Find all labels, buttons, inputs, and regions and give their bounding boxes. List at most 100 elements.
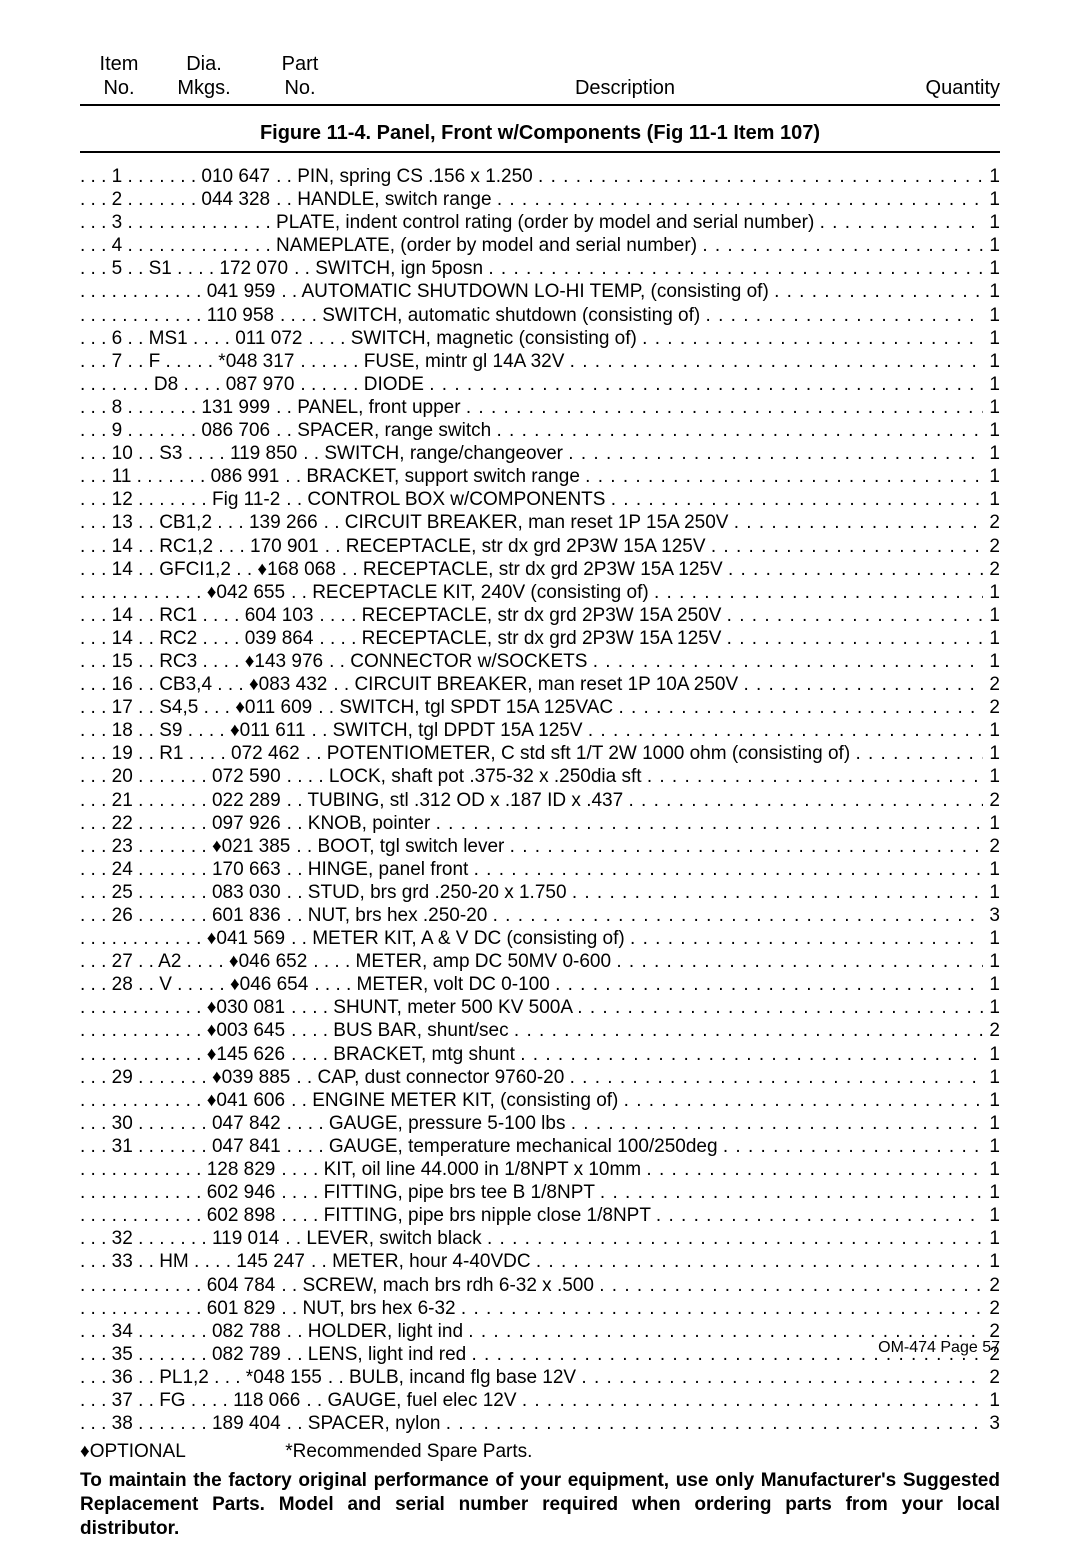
table-row: . . . 14 . . RC2 . . . . 039 864 . . . .… [80, 627, 1000, 650]
footnote-optional: ♦OPTIONAL [80, 1441, 280, 1463]
row-lead: . . . . . . . . . . . . ♦003 645 [80, 1019, 285, 1042]
table-row: . . . 8 . . . . . . . 131 999 . . PANEL,… [80, 396, 1000, 419]
table-row: . . . . . . . . . . . . 602 946 . . . . … [80, 1181, 1000, 1204]
table-row: . . . 17 . . S4,5 . . . ♦011 609 . . SWI… [80, 696, 1000, 719]
table-row: . . . 28 . . V . . . . . ♦046 654 . . . … [80, 973, 1000, 996]
row-quantity: 2 [983, 1274, 1000, 1297]
table-row: . . . . . . . . . . . . ♦042 655 . . REC… [80, 581, 1000, 604]
row-quantity: 2 [983, 511, 1000, 534]
header-desc: Description [350, 52, 900, 100]
row-lead: . . . 25 . . . . . . . 083 030 [80, 881, 281, 904]
table-row: . . . 15 . . RC3 . . . . ♦143 976 . . CO… [80, 650, 1000, 673]
row-quantity: 2 [983, 1366, 1000, 1389]
row-lead: . . . 19 . . R1 . . . . 072 462 [80, 742, 300, 765]
row-description: . . . . SHUNT, meter 500 KV 500A [285, 996, 983, 1019]
row-description: . . SPACER, range switch [270, 419, 983, 442]
table-row: . . . 6 . . MS1 . . . . 011 072 . . . . … [80, 327, 1000, 350]
row-lead: . . . . . . . . . . . . 110 958 [80, 304, 274, 327]
header-desc-label: Description [350, 76, 900, 100]
row-quantity: 1 [983, 1227, 1000, 1250]
row-lead: . . . 14 . . RC1 . . . . 604 103 [80, 604, 313, 627]
table-row: . . . 22 . . . . . . . 097 926 . . KNOB,… [80, 812, 1000, 835]
row-description: . . . . KIT, oil line 44.000 in 1/8NPT x… [275, 1158, 983, 1181]
table-row: . . . 37 . . FG . . . . 118 066 . . GAUG… [80, 1389, 1000, 1412]
table-row: . . . . . . . D8 . . . . 087 970 . . . .… [80, 373, 1000, 396]
row-quantity: 1 [983, 1089, 1000, 1112]
row-lead: . . . 31 . . . . . . . 047 841 [80, 1135, 281, 1158]
row-description: . . PANEL, front upper [270, 396, 983, 419]
row-description: . . . . GAUGE, pressure 5-100 lbs [281, 1112, 984, 1135]
table-row: . . . 13 . . CB1,2 . . . 139 266 . . CIR… [80, 511, 1000, 534]
header-dia-line1: Dia. [158, 52, 250, 76]
row-lead: . . . 13 . . CB1,2 . . . 139 266 [80, 511, 318, 534]
row-lead: . . . 14 . . RC1,2 . . . 170 901 [80, 535, 319, 558]
row-description: . . . . RECEPTACLE, str dx grd 2P3W 15A … [313, 627, 983, 650]
row-lead: . . . . . . . . . . . . ♦041 606 [80, 1089, 285, 1112]
row-description: . . . . . . FUSE, mintr gl 14A 32V [294, 350, 983, 373]
table-row: . . . 20 . . . . . . . 072 590 . . . . L… [80, 765, 1000, 788]
table-row: . . . 25 . . . . . . . 083 030 . . STUD,… [80, 881, 1000, 904]
row-description: . . POTENTIOMETER, C std sft 1/T 2W 1000… [300, 742, 984, 765]
header-item-line1: Item [80, 52, 158, 76]
table-row: . . . . . . . . . . . . 604 784 . . SCRE… [80, 1274, 1000, 1297]
row-lead: . . . 28 . . V . . . . . ♦046 654 [80, 973, 308, 996]
row-lead: . . . 15 . . RC3 . . . . ♦143 976 [80, 650, 323, 673]
row-lead: . . . . . . . D8 . . . . 087 970 [80, 373, 294, 396]
row-description: . . PLATE, indent control rating (order … [249, 211, 983, 234]
row-quantity: 1 [983, 1043, 1000, 1066]
table-row: . . . 16 . . CB3,4 . . . ♦083 432 . . CI… [80, 673, 1000, 696]
row-quantity: 1 [983, 742, 1000, 765]
table-row: . . . 30 . . . . . . . 047 842 . . . . G… [80, 1112, 1000, 1135]
row-quantity: 1 [983, 234, 1000, 257]
row-quantity: 1 [983, 950, 1000, 973]
row-quantity: 1 [983, 581, 1000, 604]
table-row: . . . 29 . . . . . . . ♦039 885 . . CAP,… [80, 1066, 1000, 1089]
row-description: . . CIRCUIT BREAKER, man reset 1P 15A 25… [318, 511, 984, 534]
row-description: . . BULB, incand flg base 12V [322, 1366, 984, 1389]
row-description: . . SPACER, nylon [281, 1412, 984, 1435]
row-description: . . METER KIT, A & V DC (consisting of) [285, 927, 983, 950]
table-row: . . . 14 . . GFCI1,2 . . ♦168 068 . . RE… [80, 558, 1000, 581]
row-quantity: 1 [983, 350, 1000, 373]
table-row: . . . . . . . . . . . . 110 958 . . . . … [80, 304, 1000, 327]
row-lead: . . . . . . . . . . . . 604 784 [80, 1274, 275, 1297]
row-lead: . . . 11 . . . . . . . 086 991 [80, 465, 279, 488]
row-description: . . . . BRACKET, mtg shunt [285, 1043, 983, 1066]
table-row: . . . 14 . . RC1,2 . . . 170 901 . . REC… [80, 535, 1000, 558]
row-description: . . HANDLE, switch range [270, 188, 983, 211]
row-description: . . GAUGE, fuel elec 12V [300, 1389, 983, 1412]
table-row: . . . 7 . . F . . . . . *048 317 . . . .… [80, 350, 1000, 373]
row-lead: . . . 34 . . . . . . . 082 788 [80, 1320, 281, 1343]
table-row: . . . 5 . . S1 . . . . 172 070 . . SWITC… [80, 257, 1000, 280]
row-description: . . . . RECEPTACLE, str dx grd 2P3W 15A … [313, 604, 983, 627]
row-description: . . HINGE, panel front [281, 858, 984, 881]
table-row: . . . 10 . . S3 . . . . 119 850 . . SWIT… [80, 442, 1000, 465]
row-description: . . SWITCH, tgl SPDT 15A 125VAC [312, 696, 983, 719]
row-description: . . . . BUS BAR, shunt/sec [285, 1019, 983, 1042]
row-lead: . . . 12 . . . . . . . Fig 11-2 [80, 488, 280, 511]
table-row: . . . . . . . . . . . . ♦041 569 . . MET… [80, 927, 1000, 950]
row-description: . . AUTOMATIC SHUTDOWN LO-HI TEMP, (cons… [275, 280, 983, 303]
row-lead: . . . . . . . . . . . . 041 959 [80, 280, 275, 303]
row-quantity: 1 [983, 812, 1000, 835]
table-row: . . . 1 . . . . . . . 010 647 . . PIN, s… [80, 165, 1000, 188]
row-quantity: 1 [983, 1135, 1000, 1158]
row-quantity: 1 [983, 442, 1000, 465]
row-lead: . . . 14 . . GFCI1,2 . . ♦168 068 [80, 558, 336, 581]
row-description: . . . . FITTING, pipe brs tee B 1/8NPT [275, 1181, 983, 1204]
row-lead: . . . 3 . . . . . . . . . . . . [80, 211, 249, 234]
footnote-recommended: *Recommended Spare Parts. [285, 1441, 532, 1462]
row-description: . . . . GAUGE, temperature mechanical 10… [281, 1135, 984, 1158]
row-lead: . . . . . . . . . . . . ♦042 655 [80, 581, 285, 604]
row-lead: . . . 9 . . . . . . . 086 706 [80, 419, 270, 442]
row-quantity: 1 [983, 765, 1000, 788]
row-lead: . . . 21 . . . . . . . 022 289 [80, 789, 281, 812]
row-lead: . . . 30 . . . . . . . 047 842 [80, 1112, 281, 1135]
table-row: . . . . . . . . . . . . 601 829 . . NUT,… [80, 1297, 1000, 1320]
row-description: . . NUT, brs hex 6-32 [275, 1297, 983, 1320]
row-quantity: 1 [983, 257, 1000, 280]
table-row: . . . . . . . . . . . . 128 829 . . . . … [80, 1158, 1000, 1181]
row-description: . . CIRCUIT BREAKER, man reset 1P 10A 25… [327, 673, 983, 696]
row-quantity: 1 [983, 280, 1000, 303]
table-row: . . . 35 . . . . . . . 082 789 . . LENS,… [80, 1343, 1000, 1366]
